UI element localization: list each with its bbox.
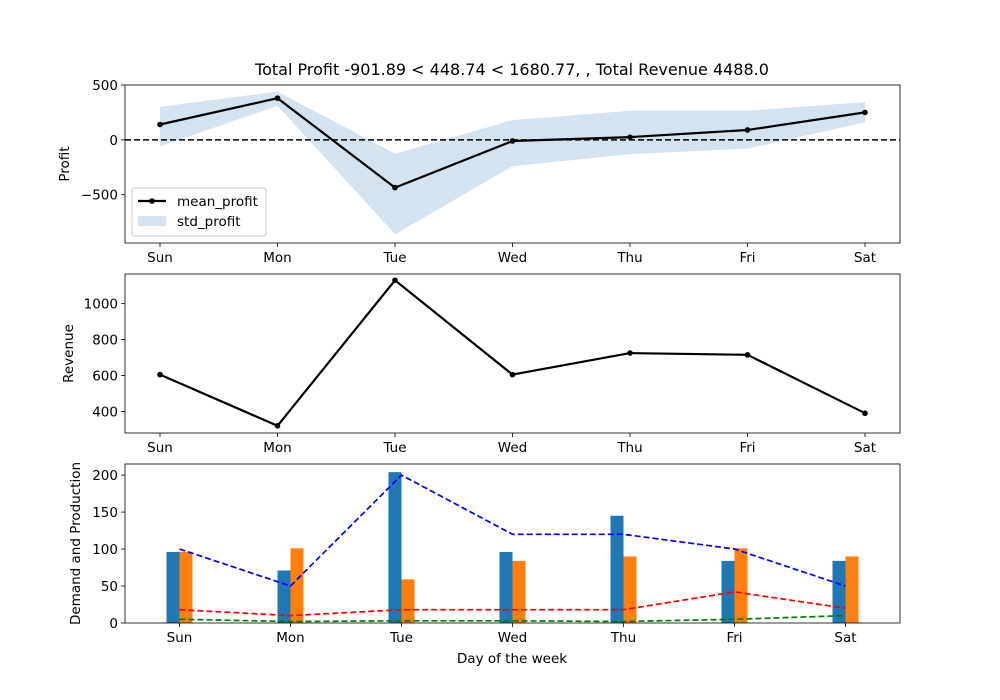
production-bar [179,552,193,623]
profit-xtick-label: Sun [147,250,173,266]
profit-xtick-label: Sat [854,250,876,266]
std-profit-band [160,91,865,235]
mean-profit-point [157,121,163,128]
profit-xtick-label: Wed [498,250,527,266]
revenue-xtick-label: Wed [498,440,527,456]
demand-ytick-label: 0 [109,616,118,632]
profit-ytick-label: 0 [109,133,118,149]
mean-profit-point [509,138,516,144]
legend-std-profit-label: std_profit [177,214,241,230]
profit-xtick-label: Tue [382,250,406,266]
demand-xtick-label: Sun [167,630,193,646]
demand-bar [166,552,180,623]
profit-ytick-label: 500 [92,78,118,94]
profit-ytick-label: −500 [81,188,118,204]
x-axis-label: Day of the week [457,651,567,667]
demand-y-axis-label: Demand and Production [68,462,84,625]
revenue-xtick-label: Sun [147,440,173,456]
blue-dashed-line [179,474,846,587]
production-bar [734,548,748,623]
green-dashed-line [179,614,846,623]
mean-profit-point [392,184,398,191]
profit-xtick-label: Mon [263,250,291,266]
revenue-point [627,350,633,356]
production-bar [512,560,526,623]
demand-xtick-label: Fri [726,630,742,646]
production-bar [290,548,304,623]
demand-xtick-label: Wed [498,630,527,646]
demand-ytick-label: 200 [92,468,118,484]
revenue-point [509,371,516,378]
mean-profit-point [744,127,751,133]
profit-xtick-label: Thu [616,250,642,266]
demand-xtick-label: Thu [610,630,636,646]
demand-bar [499,552,513,623]
revenue-point [392,277,398,284]
demand-bar [388,472,402,623]
demand-ytick-label: 50 [101,579,118,595]
legend-mean-profit-marker [149,198,155,204]
revenue-ytick-label: 400 [92,404,118,420]
revenue-ytick-label: 1000 [84,297,118,313]
demand-xtick-label: Tue [389,630,413,646]
revenue-xtick-label: Tue [382,440,406,456]
revenue-ytick-label: 800 [92,333,118,349]
production-bar [845,556,859,623]
profit-legend: mean_profit std_profit [131,187,267,237]
demand-bar [721,560,735,623]
mean-profit-point [862,109,868,116]
demand-xtick-label: Sat [834,630,856,646]
revenue-xtick-label: Mon [263,440,291,456]
revenue-point [274,423,281,429]
legend-std-profit-swatch [138,216,166,226]
profit-panel: Sun Mon Tue Wed Thu Fri Sat 500 0 −500 Profit mean_… [57,78,901,266]
demand-bar [832,560,846,623]
demand-ytick-label: 100 [92,542,118,558]
revenue-xtick-label: Fri [739,440,755,456]
demand-production-panel: Sun Mon Tue Wed Thu Fri Sat 0 50 100 150 200 Demand … [68,462,901,646]
revenue-point [744,352,751,358]
profit-y-axis-label: Profit [57,146,73,181]
mean-profit-point [627,134,633,140]
legend-mean-profit-label: mean_profit [177,194,258,210]
revenue-y-axis-label: Revenue [61,324,77,383]
production-bar [623,556,637,623]
revenue-xtick-label: Thu [616,440,642,456]
demand-bar [277,570,291,623]
revenue-point [862,410,868,417]
revenue-point [157,371,163,378]
profit-xtick-label: Fri [739,250,755,266]
chart-title: Total Profit -901.89 < 448.74 < 1680.77,… [254,60,769,79]
mean-profit-point [274,95,281,101]
revenue-ytick-label: 600 [92,369,118,385]
demand-xtick-label: Mon [276,630,304,646]
revenue-xtick-label: Sat [854,440,876,456]
demand-ytick-label: 150 [92,505,118,521]
red-dashed-line [179,591,846,617]
production-bar [401,579,415,623]
revenue-panel: Sun Mon Tue Wed Thu Fri Sat 400 600 800 1000 Revenu… [61,273,901,456]
demand-bar [610,515,624,623]
